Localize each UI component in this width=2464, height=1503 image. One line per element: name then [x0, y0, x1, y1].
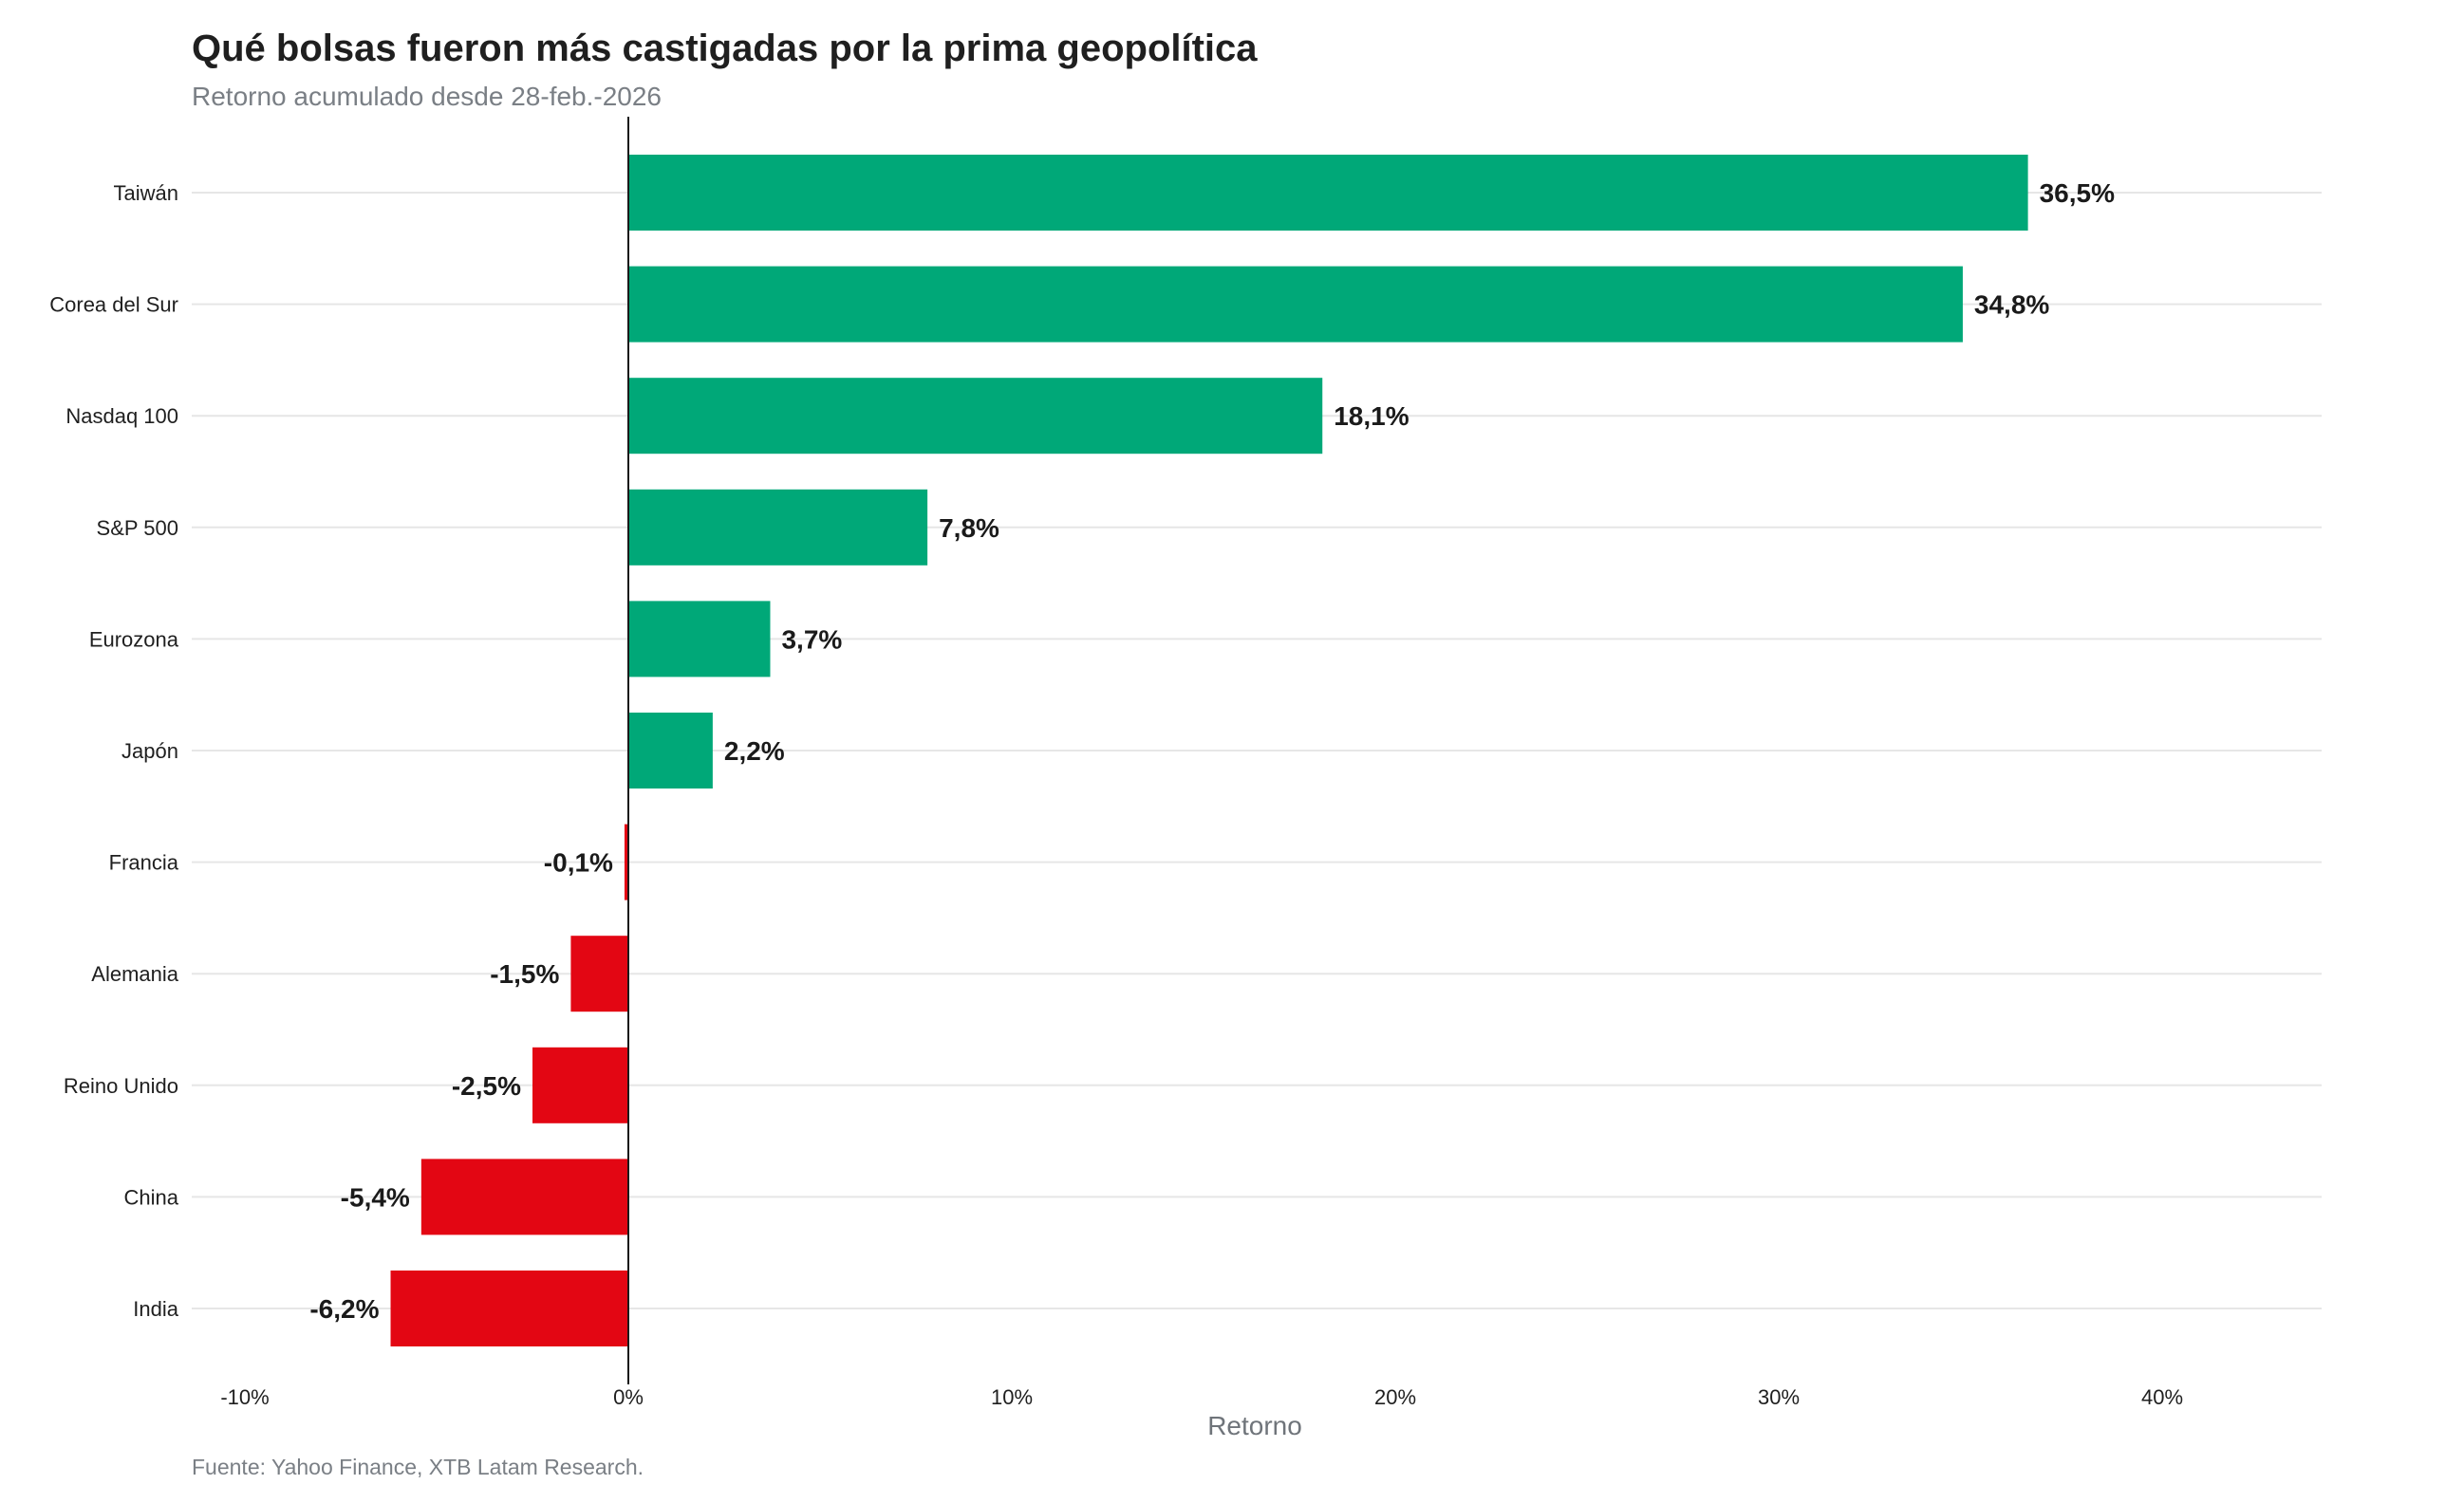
bar: [532, 1047, 628, 1123]
x-tick-label: -10%: [220, 1385, 269, 1409]
bar: [628, 601, 771, 677]
bar: [628, 378, 1323, 455]
bars: [390, 155, 2028, 1346]
x-tick-label: 10%: [991, 1385, 1033, 1409]
category-label: Eurozona: [89, 627, 179, 651]
x-tick-label: 40%: [2141, 1385, 2183, 1409]
category-label: India: [133, 1297, 178, 1321]
category-label: Reino Unido: [64, 1074, 178, 1098]
bar: [570, 936, 628, 1012]
category-label: Taiwán: [114, 181, 178, 205]
bar: [628, 155, 2028, 231]
x-axis-title: Retorno: [1207, 1411, 1302, 1440]
bar: [628, 266, 1963, 343]
category-label: Japón: [121, 739, 178, 763]
category-label: Francia: [109, 851, 179, 875]
bar: [624, 824, 628, 900]
gridlines: [192, 192, 2322, 1309]
x-tick-label: 30%: [1758, 1385, 1800, 1409]
data-labels: 36,5% 34,8% 18,1% 7,8% 3,7% 2,2% -0,1% -1,5% -2,…: [309, 178, 2115, 1324]
data-label: 3,7%: [781, 624, 842, 654]
data-label: 7,8%: [939, 513, 999, 543]
data-label: 18,1%: [1334, 401, 1409, 431]
bar: [420, 1159, 628, 1235]
data-label: -6,2%: [309, 1294, 379, 1324]
category-labels: Taiwán Corea del Sur Nasdaq 100 S&P 500 Euro…: [49, 181, 179, 1321]
bar: [390, 1271, 628, 1346]
x-axis-ticks: -10% 0% 10% 20% 30% 40%: [220, 1385, 2183, 1409]
data-label: -0,1%: [544, 848, 613, 878]
category-label: China: [124, 1185, 179, 1209]
data-label: 36,5%: [2040, 178, 2115, 208]
category-label: Nasdaq 100: [65, 404, 178, 428]
chart-title: Qué bolsas fueron más castigadas por la …: [192, 28, 1258, 69]
data-label: -2,5%: [452, 1071, 521, 1101]
x-tick-label: 20%: [1374, 1385, 1416, 1409]
category-label: Corea del Sur: [49, 293, 178, 317]
x-tick-label: 0%: [613, 1385, 644, 1409]
category-label: Alemania: [91, 962, 178, 986]
chart-caption: Fuente: Yahoo Finance, XTB Latam Researc…: [192, 1455, 644, 1479]
bar: [628, 489, 928, 566]
bar: [628, 713, 713, 789]
data-label: -1,5%: [490, 959, 559, 989]
chart-subtitle: Retorno acumulado desde 28-feb.-2026: [192, 82, 662, 111]
data-label: 2,2%: [724, 736, 785, 766]
category-label: S&P 500: [97, 516, 178, 540]
data-label: -5,4%: [341, 1182, 410, 1212]
data-label: 34,8%: [1974, 290, 2049, 320]
